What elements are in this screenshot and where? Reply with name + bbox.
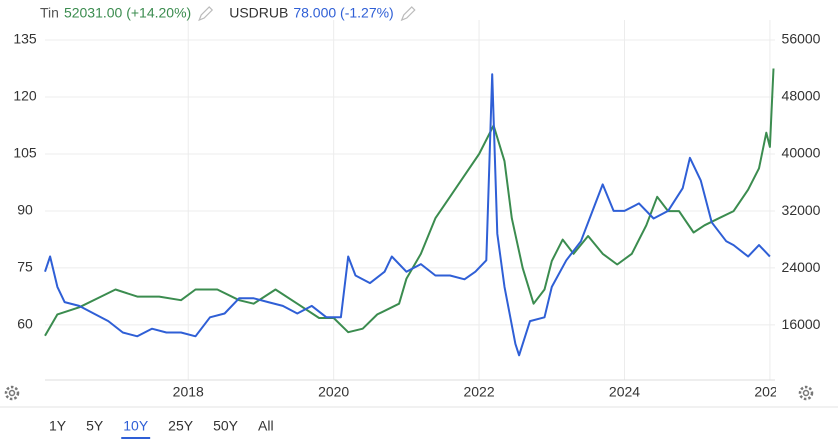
x-tick-label: 2026 [754,384,785,400]
x-axis: 2018 2020 2022 2024 2026 [173,384,785,400]
settings-icon[interactable] [4,385,20,401]
y2-tick-label: 24000 [782,259,821,275]
legend-name[interactable]: Tin [40,5,59,21]
y-tick-label: 135 [13,31,37,47]
range-buttons: 1Y 5Y 10Y 25Y 50Y All [49,418,274,439]
legend: Tin 52031.00 (+14.20%) USDRUB 78.000 (-1.27… [40,5,416,22]
range-button[interactable]: 1Y [49,418,67,434]
y-tick-label: 120 [13,88,37,104]
y2-tick-label: 56000 [782,31,821,47]
grid: 60 75 90 105 120 135 16000 24000 32000 40000 48000… [13,20,821,381]
y-tick-label: 105 [13,145,37,161]
x-tick-label: 2018 [173,384,204,400]
y2-tick-label: 48000 [782,88,821,104]
legend-name[interactable]: USDRUB [229,5,288,21]
edit-icon[interactable] [400,6,416,22]
range-button[interactable]: 10Y [123,418,149,434]
y2-tick-label: 32000 [782,202,821,218]
legend-value: 78.000 (-1.27%) [293,5,393,21]
y-tick-label: 90 [17,202,33,218]
settings-icon[interactable] [798,385,814,401]
y2-tick-label: 16000 [782,316,821,332]
y-tick-label: 75 [17,259,33,275]
range-button[interactable]: All [258,418,274,434]
x-tick-label: 2024 [609,384,640,400]
plot [44,68,775,357]
y2-tick-label: 40000 [782,145,821,161]
x-tick-label: 2022 [463,384,494,400]
line-series [44,73,771,357]
range-button[interactable]: 50Y [213,418,239,434]
x-tick-label: 2020 [318,384,349,400]
edit-icon[interactable] [198,6,214,22]
y-tick-label: 60 [17,316,33,332]
line-series [44,68,775,337]
range-button[interactable]: 25Y [168,418,194,434]
range-button[interactable]: 5Y [86,418,104,434]
legend-value: 52031.00 (+14.20%) [64,5,191,21]
